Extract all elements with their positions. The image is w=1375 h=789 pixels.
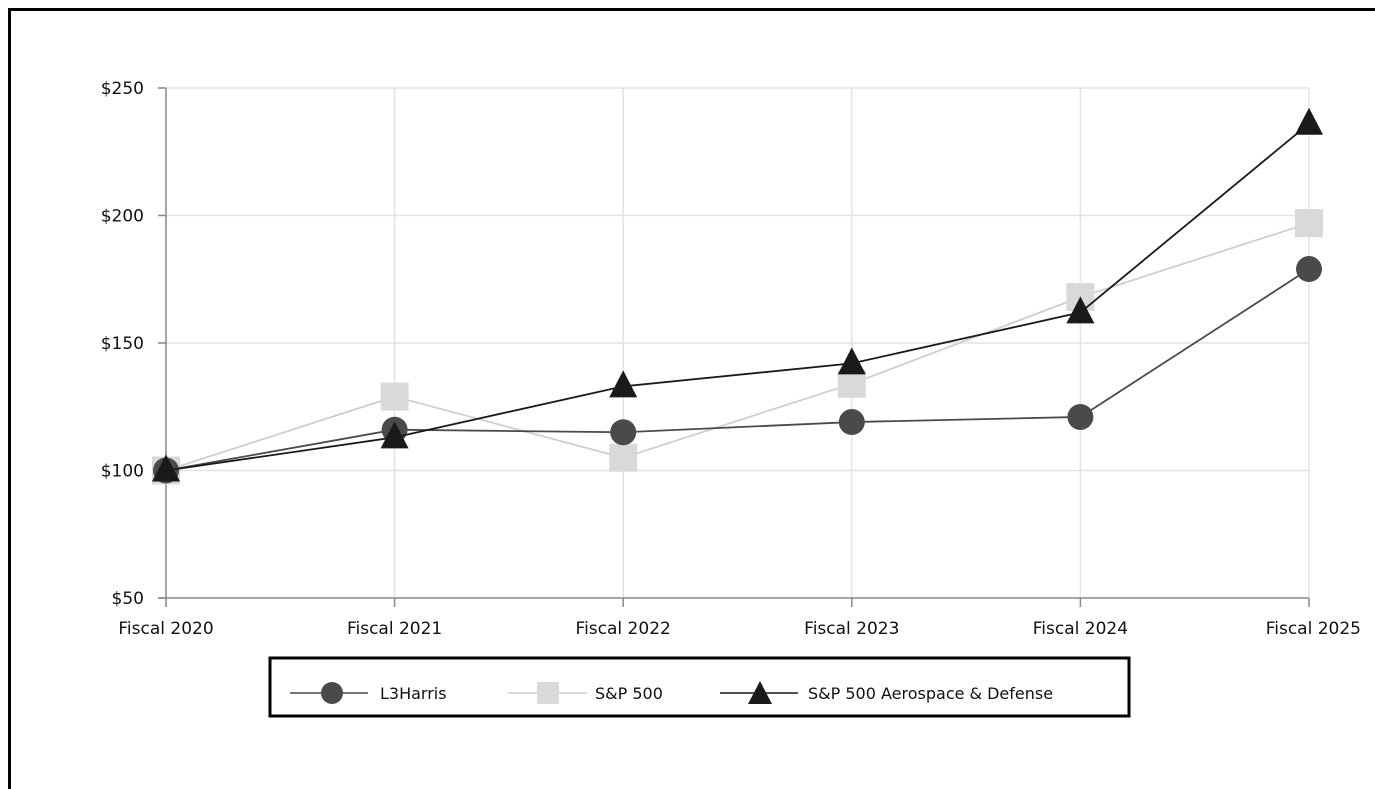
- data-point-sandp-500-aerospace-and-defense: [1066, 296, 1095, 324]
- series-sandp-500-aerospace-and-defense: [152, 107, 1323, 482]
- data-point-sandp-500-aerospace-and-defense: [1295, 107, 1323, 135]
- y-tick-label: $100: [101, 462, 144, 482]
- data-point-sandp-500-aerospace-and-defense: [380, 421, 409, 449]
- x-tick-label: Fiscal 2025: [1266, 619, 1361, 639]
- x-tick-label: Fiscal 2023: [804, 619, 899, 639]
- tick-labels: $50 $100 $150 $200 $250 Fiscal 2020 Fiscal 202…: [101, 79, 1361, 639]
- series-sandp-500: [152, 209, 1323, 485]
- triangle-marker-icon: [748, 681, 772, 704]
- y-tick-label: $200: [101, 207, 144, 227]
- data-point-sandp-500-aerospace-and-defense: [609, 370, 638, 398]
- legend-item-sp500-aerospace-defense: S&P 500 Aerospace & Defense: [720, 681, 1053, 704]
- axes: [158, 87, 1310, 607]
- legend-item-l3harris: L3Harris: [290, 682, 447, 704]
- data-point-sandp-500: [609, 443, 638, 472]
- legend-box: [268, 656, 1131, 718]
- data-point-sandp-500: [837, 369, 866, 398]
- y-tick-label: $250: [101, 79, 144, 99]
- square-marker-icon: [537, 682, 559, 704]
- y-tick-label: $150: [101, 334, 144, 354]
- series-line-l3harris: [165, 268, 1310, 472]
- x-tick-label: Fiscal 2024: [1033, 619, 1128, 639]
- data-point-l3harris: [1296, 256, 1322, 283]
- data-point-sandp-500-aerospace-and-defense: [152, 454, 180, 482]
- chart-frame: [8, 8, 1375, 789]
- series: [152, 107, 1323, 485]
- legend-label-sp500: S&P 500: [595, 684, 663, 703]
- data-point-l3harris: [1067, 403, 1094, 430]
- circle-marker-icon: [321, 682, 343, 704]
- x-tick-label: Fiscal 2020: [118, 619, 213, 639]
- x-tick-label: Fiscal 2021: [347, 619, 442, 639]
- legend-label-l3harris: L3Harris: [380, 684, 447, 703]
- series-l3harris: [153, 256, 1322, 484]
- data-point-l3harris: [838, 409, 865, 436]
- data-point-sandp-500-aerospace-and-defense: [837, 347, 866, 375]
- legend: L3Harris S&P 500 S&P 500 Aerospace & Def…: [268, 656, 1131, 718]
- grid: [166, 87, 1310, 598]
- data-point-sandp-500: [380, 382, 409, 411]
- data-point-l3harris: [610, 419, 637, 446]
- data-point-sandp-500: [1295, 209, 1323, 238]
- legend-item-sp500: S&P 500: [508, 682, 663, 704]
- x-tick-label: Fiscal 2022: [576, 619, 671, 639]
- series-line-sandp-500: [165, 222, 1310, 472]
- legend-label-sp500-aerospace-defense: S&P 500 Aerospace & Defense: [808, 684, 1053, 703]
- series-line-sandp-500-aerospace-and-defense: [165, 123, 1310, 472]
- y-tick-label: $50: [112, 589, 144, 609]
